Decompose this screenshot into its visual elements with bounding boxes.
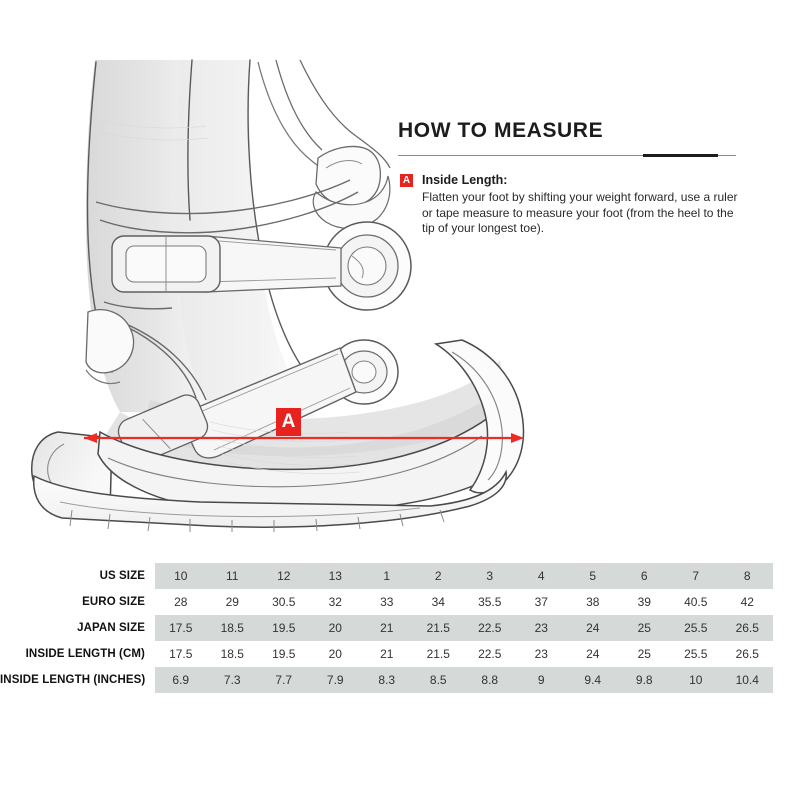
- row-cells: 28 29 30.5 32 33 34 35.5 37 38 39 40.5 4…: [155, 589, 773, 615]
- table-cell: 26.5: [735, 621, 759, 635]
- table-cell: 25.5: [684, 621, 708, 635]
- row-label-inside-length-cm: INSIDE LENGTH (CM): [25, 648, 145, 660]
- table-row: INSIDE LENGTH (CM) 17.5 18.5 19.5 20 21 …: [0, 641, 800, 667]
- table-cell: 19.5: [272, 647, 296, 661]
- table-cell: 9: [537, 673, 545, 687]
- table-cell: 33: [380, 595, 394, 609]
- table-cell: 12: [277, 569, 291, 583]
- boot-drawing: [31, 59, 525, 532]
- upper-strap: [111, 235, 342, 293]
- upper-hinge: [312, 145, 391, 229]
- table-cell: 21.5: [426, 647, 450, 661]
- table-cell: 18.5: [220, 647, 244, 661]
- table-cell: 21: [380, 621, 394, 635]
- table-cell: 35.5: [478, 595, 502, 609]
- measure-item-description: Flatten your foot by shifting your weigh…: [422, 190, 738, 235]
- table-cell: 7.7: [275, 673, 293, 687]
- table-cell: 21: [380, 647, 394, 661]
- table-cell: 8.8: [481, 673, 499, 687]
- table-cell: 19.5: [272, 621, 296, 635]
- table-cell: 21.5: [426, 621, 450, 635]
- boot-illustration: [0, 40, 580, 540]
- table-cell: 20: [328, 621, 342, 635]
- table-cell: 25: [637, 647, 651, 661]
- table-cell: 25.5: [684, 647, 708, 661]
- table-cell: 38: [586, 595, 600, 609]
- table-cell: 10.4: [735, 673, 759, 687]
- measure-item-badge: A: [400, 174, 413, 187]
- row-label-japan-size: JAPAN SIZE: [77, 622, 145, 634]
- table-cell: 24: [586, 647, 600, 661]
- table-cell: 30.5: [272, 595, 296, 609]
- table-row: INSIDE LENGTH (INCHES) 6.9 7.3 7.7 7.9 8…: [0, 667, 800, 693]
- row-label-us-size: US SIZE: [99, 570, 145, 582]
- row-label-euro-size: EURO SIZE: [82, 596, 145, 608]
- table-cell: 3: [486, 569, 494, 583]
- table-cell: 25: [637, 621, 651, 635]
- measure-item-label: Inside Length:: [422, 173, 508, 187]
- ankle-bump: [85, 309, 135, 385]
- table-cell: 8.5: [429, 673, 447, 687]
- boot-texture: [99, 119, 361, 474]
- table-cell: 39: [637, 595, 651, 609]
- measure-arrow: [84, 433, 524, 443]
- measure-point-a-badge: A: [276, 408, 301, 436]
- row-cells: 17.5 18.5 19.5 20 21 21.5 22.5 23 24 25 …: [155, 641, 773, 667]
- table-cell: 23: [534, 621, 548, 635]
- table-cell: 13: [328, 569, 342, 583]
- table-cell: 7.9: [326, 673, 344, 687]
- table-cell: 26.5: [735, 647, 759, 661]
- table-cell: 7: [692, 569, 700, 583]
- table-cell: 40.5: [684, 595, 708, 609]
- table-cell: 10: [689, 673, 703, 687]
- table-cell: 4: [537, 569, 545, 583]
- how-to-measure-panel: HOW TO MEASURE A Inside Length: Flatten …: [398, 118, 750, 237]
- size-chart-table: US SIZE 10 11 12 13 1 2 3 4 5 6 7 8 EURO…: [0, 563, 800, 693]
- title-divider: [398, 154, 736, 158]
- table-cell: 1: [383, 569, 391, 583]
- table-row: EURO SIZE 28 29 30.5 32 33 34 35.5 37 38…: [0, 589, 800, 615]
- table-cell: 6: [640, 569, 648, 583]
- table-cell: 29: [225, 595, 239, 609]
- table-cell: 23: [534, 647, 548, 661]
- table-cell: 18.5: [220, 621, 244, 635]
- table-cell: 5: [589, 569, 597, 583]
- table-cell: 32: [328, 595, 342, 609]
- table-cell: 22.5: [478, 621, 502, 635]
- table-cell: 37: [534, 595, 548, 609]
- table-cell: 34: [431, 595, 445, 609]
- table-cell: 10: [174, 569, 188, 583]
- boot-sole: [32, 469, 507, 532]
- table-cell: 11: [226, 569, 239, 583]
- table-cell: 8: [743, 569, 751, 583]
- table-row: JAPAN SIZE 17.5 18.5 19.5 20 21 21.5 22.…: [0, 615, 800, 641]
- row-label-inside-length-inches: INSIDE LENGTH (INCHES): [0, 674, 146, 686]
- row-cells: 17.5 18.5 19.5 20 21 21.5 22.5 23 24 25 …: [155, 615, 773, 641]
- table-cell: 17.5: [169, 621, 193, 635]
- table-cell: 7.3: [223, 673, 241, 687]
- table-cell: 9.4: [584, 673, 602, 687]
- row-cells: 10 11 12 13 1 2 3 4 5 6 7 8: [155, 563, 773, 589]
- table-cell: 28: [174, 595, 188, 609]
- table-cell: 8.3: [378, 673, 396, 687]
- divider-thick-line: [643, 154, 718, 157]
- table-row: US SIZE 10 11 12 13 1 2 3 4 5 6 7 8: [0, 563, 800, 589]
- table-cell: 9.8: [635, 673, 653, 687]
- page-title: HOW TO MEASURE: [398, 119, 604, 142]
- table-cell: 20: [328, 647, 342, 661]
- table-cell: 6.9: [172, 673, 190, 687]
- table-cell: 22.5: [478, 647, 502, 661]
- table-cell: 42: [740, 595, 754, 609]
- divider-thin-line: [398, 155, 736, 156]
- row-cells: 6.9 7.3 7.7 7.9 8.3 8.5 8.8 9 9.4 9.8 10…: [155, 667, 773, 693]
- table-cell: 24: [586, 621, 600, 635]
- upper-buckle: [322, 221, 412, 311]
- measure-item-inside-length: A Inside Length: Flatten your foot by sh…: [398, 172, 750, 237]
- table-cell: 17.5: [169, 647, 193, 661]
- table-cell: 2: [434, 569, 442, 583]
